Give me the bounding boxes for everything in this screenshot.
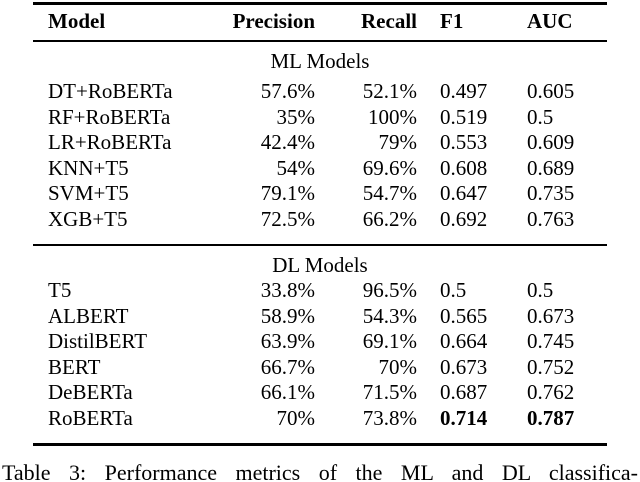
- f1-cell: 0.692: [440, 207, 488, 231]
- auc-cell: 0.5: [527, 105, 554, 129]
- column-header-precision: Precision: [232, 9, 315, 33]
- precision-cell: 35%: [276, 105, 316, 129]
- section-label-ml-models: ML Models: [270, 49, 370, 73]
- f1-cell-best: 0.714: [440, 406, 488, 430]
- performance-metrics-table: Model Precision Recall F1 AUC ML Models …: [33, 0, 607, 460]
- f1-cell: 0.647: [440, 181, 488, 205]
- auc-cell: 0.673: [527, 304, 575, 328]
- table-top-rule: [33, 2, 607, 5]
- table-row: XGB+T5 72.5% 66.2% 0.692 0.763: [33, 206, 607, 232]
- recall-cell: 100%: [368, 105, 417, 129]
- table-row: LR+RoBERTa 42.4% 79% 0.553 0.609: [33, 129, 607, 155]
- recall-cell: 69.1%: [362, 329, 417, 353]
- recall-cell: 73.8%: [362, 406, 417, 430]
- model-cell: RF+RoBERTa: [48, 105, 171, 129]
- auc-cell-best: 0.787: [527, 406, 575, 430]
- column-header-recall: Recall: [361, 9, 417, 33]
- column-header-f1: F1: [440, 9, 464, 33]
- precision-cell: 63.9%: [260, 329, 315, 353]
- recall-cell: 71.5%: [362, 380, 417, 404]
- column-header-auc: AUC: [527, 9, 573, 33]
- model-cell: DeBERTa: [48, 380, 133, 404]
- f1-cell: 0.519: [440, 105, 488, 129]
- model-cell: DT+RoBERTa: [48, 79, 173, 103]
- precision-cell: 66.1%: [260, 380, 315, 404]
- f1-cell: 0.608: [440, 156, 488, 180]
- f1-cell: 0.565: [440, 304, 488, 328]
- column-header-model: Model: [48, 9, 106, 33]
- precision-cell: 72.5%: [260, 207, 315, 231]
- auc-cell: 0.605: [527, 79, 575, 103]
- auc-cell: 0.5: [527, 278, 554, 302]
- f1-cell: 0.664: [440, 329, 488, 353]
- table-row: DT+RoBERTa 57.6% 52.1% 0.497 0.605: [33, 78, 607, 104]
- model-cell: LR+RoBERTa: [48, 130, 172, 154]
- table-row: ALBERT 58.9% 54.3% 0.565 0.673: [33, 303, 607, 329]
- table-row: RF+RoBERTa 35% 100% 0.519 0.5: [33, 104, 607, 130]
- precision-cell: 79.1%: [260, 181, 315, 205]
- table-row: DistilBERT 63.9% 69.1% 0.664 0.745: [33, 328, 607, 354]
- f1-cell: 0.5: [440, 278, 467, 302]
- auc-cell: 0.762: [527, 380, 575, 404]
- table-row: DeBERTa 66.1% 71.5% 0.687 0.762: [33, 379, 607, 405]
- table-row: T5 33.8% 96.5% 0.5 0.5: [33, 277, 607, 303]
- precision-cell: 70%: [276, 406, 316, 430]
- model-cell: T5: [48, 278, 72, 302]
- model-cell: XGB+T5: [48, 207, 128, 231]
- section-divider-rule: [33, 244, 607, 246]
- model-cell: BERT: [48, 355, 101, 379]
- table-row: RoBERTa 70% 73.8% 0.714 0.787: [33, 405, 607, 431]
- auc-cell: 0.735: [527, 181, 575, 205]
- model-cell: KNN+T5: [48, 156, 129, 180]
- precision-cell: 66.7%: [260, 355, 315, 379]
- section-label-dl-models: DL Models: [272, 253, 368, 277]
- auc-cell: 0.689: [527, 156, 575, 180]
- precision-cell: 57.6%: [260, 79, 315, 103]
- table-header-row: Model Precision Recall F1 AUC: [33, 8, 607, 34]
- recall-cell: 54.3%: [362, 304, 417, 328]
- recall-cell: 54.7%: [362, 181, 417, 205]
- model-cell: SVM+T5: [48, 181, 129, 205]
- table-row: BERT 66.7% 70% 0.673 0.752: [33, 354, 607, 380]
- auc-cell: 0.752: [527, 355, 575, 379]
- f1-cell: 0.497: [440, 79, 488, 103]
- table-caption: Table 3: Performance metrics of the ML a…: [2, 460, 638, 482]
- recall-cell: 66.2%: [362, 207, 417, 231]
- header-bottom-rule: [33, 40, 607, 42]
- recall-cell: 79%: [378, 130, 418, 154]
- precision-cell: 33.8%: [260, 278, 315, 302]
- precision-cell: 54%: [276, 156, 316, 180]
- model-cell: ALBERT: [48, 304, 129, 328]
- f1-cell: 0.553: [440, 130, 488, 154]
- auc-cell: 0.763: [527, 207, 575, 231]
- table-bottom-rule: [33, 443, 607, 446]
- table-row: KNN+T5 54% 69.6% 0.608 0.689: [33, 155, 607, 181]
- precision-cell: 58.9%: [260, 304, 315, 328]
- precision-cell: 42.4%: [260, 130, 315, 154]
- table-row: SVM+T5 79.1% 54.7% 0.647 0.735: [33, 180, 607, 206]
- model-cell: RoBERTa: [48, 406, 133, 430]
- recall-cell: 96.5%: [362, 278, 417, 302]
- recall-cell: 69.6%: [362, 156, 417, 180]
- recall-cell: 70%: [378, 355, 418, 379]
- f1-cell: 0.673: [440, 355, 488, 379]
- f1-cell: 0.687: [440, 380, 488, 404]
- recall-cell: 52.1%: [362, 79, 417, 103]
- model-cell: DistilBERT: [48, 329, 148, 353]
- auc-cell: 0.745: [527, 329, 575, 353]
- auc-cell: 0.609: [527, 130, 575, 154]
